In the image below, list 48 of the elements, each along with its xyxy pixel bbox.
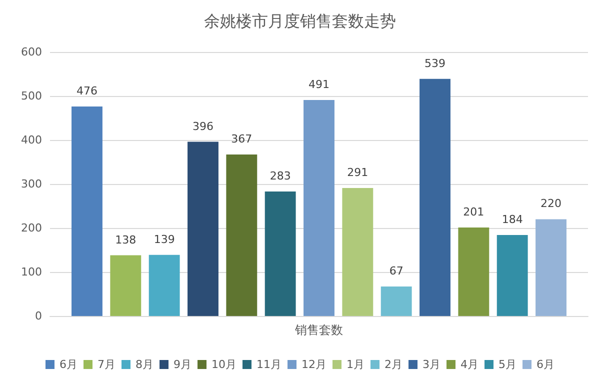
- data-label: 201: [463, 206, 484, 219]
- data-label: 476: [76, 84, 98, 98]
- bar: [226, 154, 258, 316]
- y-tick-label: 200: [21, 222, 42, 234]
- data-label: 367: [231, 132, 252, 146]
- legend-label: 12月: [302, 358, 326, 371]
- legend-label: 11月: [256, 358, 282, 371]
- bar: [380, 286, 412, 316]
- y-tick-label: 600: [21, 46, 42, 58]
- bar: [148, 254, 180, 316]
- bar: [188, 142, 218, 316]
- y-tick-label: 100: [21, 266, 42, 278]
- legend-label: 6月: [60, 358, 78, 371]
- data-label: 138: [115, 233, 136, 246]
- bar: [536, 219, 566, 316]
- y-tick-label: 0: [35, 310, 42, 322]
- legend-label: 3月: [422, 358, 440, 371]
- bar: [458, 228, 490, 316]
- data-label: 184: [502, 213, 523, 226]
- legend-label: 4月: [460, 358, 478, 371]
- y-tick-label: 300: [21, 178, 42, 190]
- data-label: 291: [347, 166, 368, 179]
- bar: [304, 100, 334, 316]
- data-label: 139: [154, 232, 175, 246]
- bar: [342, 188, 374, 316]
- bar: [496, 235, 528, 316]
- legend-label: 6月: [536, 358, 554, 371]
- data-label: 220: [540, 197, 562, 210]
- legend-label: 10月: [212, 358, 237, 371]
- data-label: 491: [308, 78, 330, 91]
- legend-label: 8月: [136, 358, 154, 371]
- y-tick-label: 500: [21, 90, 42, 102]
- bar: [264, 191, 296, 316]
- data-label: 283: [270, 169, 291, 182]
- x-tick-label: 销售套数: [294, 323, 343, 337]
- data-label: 67: [389, 264, 404, 278]
- bar: [72, 106, 102, 316]
- legend-label: 9月: [174, 358, 192, 371]
- y-tick-label: 400: [21, 134, 42, 146]
- data-label: 539: [424, 56, 446, 70]
- bar: [420, 78, 450, 316]
- bar: [110, 255, 142, 316]
- data-label: 396: [192, 120, 214, 133]
- legend-label: 7月: [98, 358, 116, 371]
- legend-label: 2月: [384, 358, 402, 371]
- legend-label: 1月: [346, 358, 364, 371]
- legend-label: 5月: [498, 358, 516, 371]
- chart-title: 余姚楼市月度销售套数走势: [204, 12, 396, 30]
